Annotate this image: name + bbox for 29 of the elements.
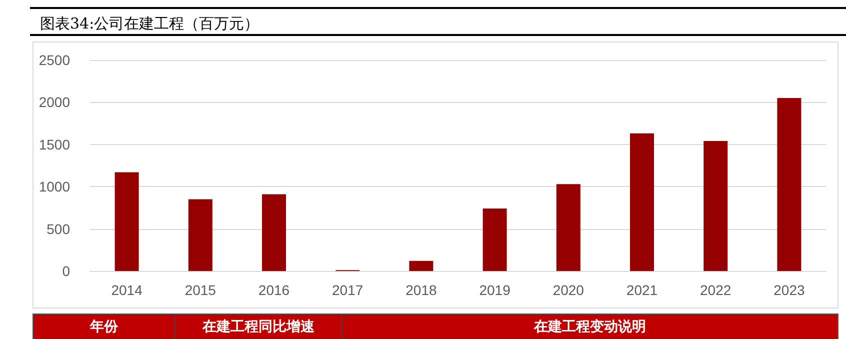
- bar: [114, 172, 139, 271]
- y-tick-label: 500: [46, 220, 70, 237]
- y-tick-label: 0: [62, 263, 70, 279]
- y-tick-label: 1000: [38, 178, 70, 195]
- x-tick-label: 2015: [184, 282, 216, 298]
- chart-title: 图表34:公司在建工程（百万元）: [40, 14, 260, 32]
- text: 在建工程同比增速: [202, 319, 316, 335]
- x-tick-label: 2014: [111, 282, 143, 298]
- x-tick-label: 2023: [774, 282, 805, 298]
- bar: [262, 194, 286, 271]
- x-tick-label: 2016: [258, 282, 290, 298]
- text: 年份: [89, 319, 119, 335]
- bar: [704, 141, 728, 271]
- x-tick-label: 2022: [700, 282, 732, 298]
- bar: [409, 260, 434, 271]
- y-tick-label: 1500: [38, 136, 70, 152]
- bar: [556, 184, 580, 271]
- x-tick-label: 2017: [332, 282, 364, 298]
- x-tick-label: 2019: [479, 282, 511, 298]
- y-tick-label: 2000: [38, 94, 70, 110]
- x-tick-label: 2021: [626, 282, 658, 298]
- x-tick-label: 2020: [552, 282, 584, 298]
- bar: [630, 133, 654, 271]
- text: 在建工程变动说明: [533, 318, 646, 335]
- bar: [777, 98, 802, 271]
- x-tick-label: 2018: [406, 282, 437, 298]
- bar: [482, 208, 507, 271]
- y-tick-label: 2500: [38, 52, 70, 68]
- bar: [188, 199, 212, 271]
